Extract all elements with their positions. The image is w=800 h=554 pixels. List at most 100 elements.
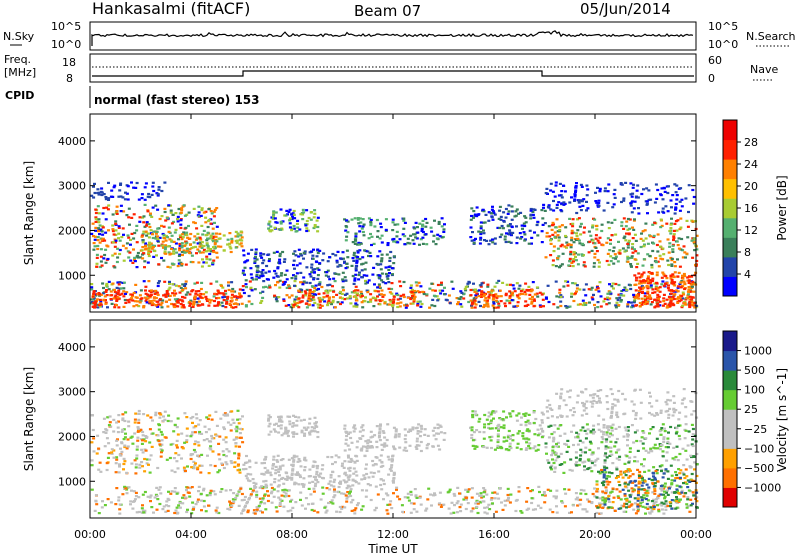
power-echo-cell bbox=[627, 241, 631, 244]
power-echo-cell bbox=[432, 234, 436, 237]
velocity-echo-cell bbox=[416, 430, 420, 433]
power-echo-cell bbox=[371, 296, 375, 299]
velocity-echo-cell bbox=[97, 447, 101, 450]
velocity-echo-cell bbox=[507, 496, 510, 499]
power-echo-cell bbox=[164, 295, 168, 298]
power-echo-cell bbox=[176, 298, 180, 301]
power-echo-cell bbox=[291, 215, 294, 218]
velocity-echo-cell bbox=[550, 468, 553, 471]
velocity-echo-cell bbox=[337, 475, 341, 478]
power-echo-cell bbox=[669, 223, 673, 226]
velocity-echo-cell bbox=[378, 434, 381, 438]
velocity-echo-cell bbox=[690, 443, 694, 446]
power-echo-cell bbox=[377, 283, 381, 286]
velocity-echo-cell bbox=[552, 495, 556, 498]
power-echo-cell bbox=[487, 219, 491, 222]
power-echo-cell bbox=[250, 276, 254, 279]
power-echo-cell bbox=[687, 286, 691, 289]
velocity-echo-cell bbox=[397, 433, 401, 436]
velocity-echo-cell bbox=[161, 508, 165, 511]
power-echo-cell bbox=[380, 289, 384, 292]
velocity-echo-cell bbox=[105, 429, 109, 432]
power-echo-cell bbox=[355, 261, 359, 264]
power-echo-cell bbox=[627, 301, 631, 304]
power-echo-cell bbox=[99, 248, 103, 251]
power-echo-cell bbox=[205, 233, 209, 236]
velocity-echo-cell bbox=[476, 502, 480, 505]
power-echo-cell bbox=[622, 289, 626, 292]
velocity-echo-cell bbox=[152, 511, 155, 514]
power-echo-cell bbox=[103, 295, 107, 298]
power-echo-cell bbox=[633, 248, 636, 251]
power-echo-cell bbox=[690, 239, 694, 242]
velocity-echo-cell bbox=[218, 458, 222, 461]
velocity-echo-cell bbox=[343, 460, 347, 463]
power-echo-cell bbox=[692, 241, 696, 244]
velocity-echo-cell bbox=[347, 478, 351, 481]
power-echo-cell bbox=[622, 217, 626, 220]
velocity-echo-cell bbox=[521, 434, 525, 438]
power-echo-cell bbox=[93, 303, 97, 306]
power-echo-cell bbox=[380, 259, 384, 262]
power-echo-cell bbox=[399, 301, 403, 304]
power-echo-cell bbox=[556, 258, 560, 261]
power-echo-cell bbox=[211, 227, 215, 230]
power-echo-cell bbox=[522, 222, 526, 225]
velocity-echo-cell bbox=[123, 460, 127, 463]
power-echo-cell bbox=[640, 303, 644, 306]
power-echo-cell bbox=[643, 302, 647, 305]
power-echo-cell bbox=[380, 234, 384, 237]
power-echo-cell bbox=[523, 239, 527, 242]
velocity-echo-cell bbox=[253, 485, 257, 488]
velocity-echo-cell bbox=[282, 432, 286, 435]
power-echo-cell bbox=[508, 302, 512, 305]
power-echo-cell bbox=[148, 296, 152, 299]
power-echo-cell bbox=[156, 293, 160, 296]
power-echo-cell bbox=[496, 306, 500, 309]
power-echo-cell bbox=[391, 273, 394, 276]
power-echo-cell bbox=[279, 220, 283, 224]
power-echo-cell bbox=[236, 295, 240, 298]
power-echo-cell bbox=[479, 295, 483, 298]
velocity-echo-cell bbox=[353, 424, 357, 427]
velocity-echo-cell bbox=[336, 490, 340, 493]
velocity-echo-cell bbox=[362, 474, 366, 477]
power-echo-cell bbox=[124, 292, 127, 295]
velocity-echo-cell bbox=[556, 427, 560, 430]
power-echo-cell bbox=[570, 239, 574, 242]
power-echo-cell bbox=[168, 266, 172, 269]
velocity-echo-cell bbox=[542, 491, 546, 494]
velocity-echo-cell bbox=[509, 493, 513, 496]
power-echo-cell bbox=[352, 282, 356, 285]
power-echo-cell bbox=[156, 282, 160, 285]
velocity-echo-cell bbox=[350, 509, 354, 512]
power-echo-cell bbox=[440, 281, 443, 284]
velocity-echo-cell bbox=[675, 445, 679, 448]
power-echo-cell bbox=[614, 306, 618, 309]
power-echo-cell bbox=[125, 214, 129, 217]
power-echo-cell bbox=[462, 292, 466, 295]
velocity-echo-cell bbox=[382, 444, 386, 447]
power-echo-cell bbox=[388, 291, 392, 294]
power-echo-cell bbox=[209, 234, 213, 237]
velocity-echo-cell bbox=[623, 462, 627, 465]
power-echo-cell bbox=[98, 224, 102, 227]
power-echo-cell bbox=[364, 282, 368, 285]
power-echo-cell bbox=[202, 229, 206, 232]
power-echo-cell bbox=[297, 248, 301, 251]
velocity-echo-cell bbox=[519, 448, 523, 451]
power-echo-cell bbox=[373, 283, 376, 286]
power-echo-cell bbox=[115, 298, 119, 301]
power-echo-cell bbox=[596, 287, 600, 290]
velocity-echo-cell bbox=[563, 432, 567, 435]
power-echo-cell bbox=[341, 280, 345, 283]
velocity-echo-cell bbox=[549, 424, 553, 427]
power-echo-cell bbox=[380, 279, 384, 282]
power-echo-cell bbox=[673, 271, 677, 274]
power-echo-cell bbox=[544, 192, 548, 195]
power-echo-cell bbox=[338, 292, 342, 295]
velocity-echo-cell bbox=[429, 493, 433, 496]
power-echo-cell bbox=[573, 193, 577, 197]
power-echo-cell bbox=[492, 302, 496, 305]
power-echo-cell bbox=[202, 211, 206, 214]
